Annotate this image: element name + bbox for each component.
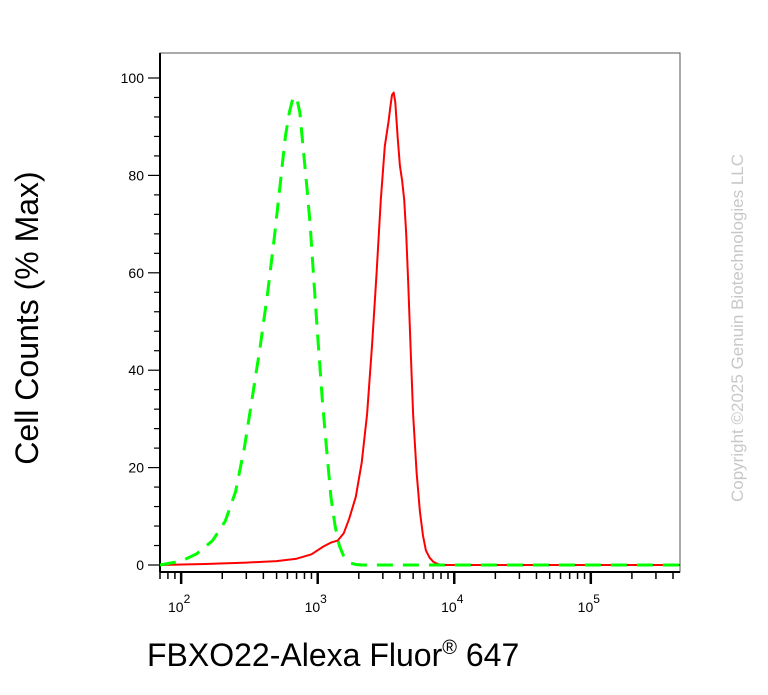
y-tick-label: 100 xyxy=(121,70,145,86)
plot-frame xyxy=(159,52,681,573)
x-tick-label: 103 xyxy=(305,592,328,615)
y-tick-label: 40 xyxy=(128,362,144,378)
y-tick-label: 20 xyxy=(128,460,144,476)
registered-mark: ® xyxy=(442,637,457,659)
x-axis: 102 103 104 105 xyxy=(159,572,674,615)
y-axis-title: Cell Counts (% Max) xyxy=(9,171,45,464)
y-tick-label: 0 xyxy=(136,557,144,573)
x-axis-title: FBXO22-Alexa Fluor® 647 xyxy=(147,637,519,673)
copyright-watermark: Copyright ©2025 Genuin Biotechnologies L… xyxy=(728,154,747,502)
series-layer xyxy=(159,91,680,567)
y-axis: 0 20 40 60 80 100 xyxy=(121,70,160,573)
y-tick-label: 80 xyxy=(128,167,144,183)
plot-area xyxy=(159,52,681,573)
x-tick-label: 105 xyxy=(578,592,601,615)
sample-histogram-line xyxy=(159,91,680,566)
y-tick-label: 60 xyxy=(128,265,144,281)
control-histogram-line xyxy=(159,96,680,567)
x-tick-label: 104 xyxy=(441,592,464,615)
x-tick-label: 102 xyxy=(168,592,191,615)
